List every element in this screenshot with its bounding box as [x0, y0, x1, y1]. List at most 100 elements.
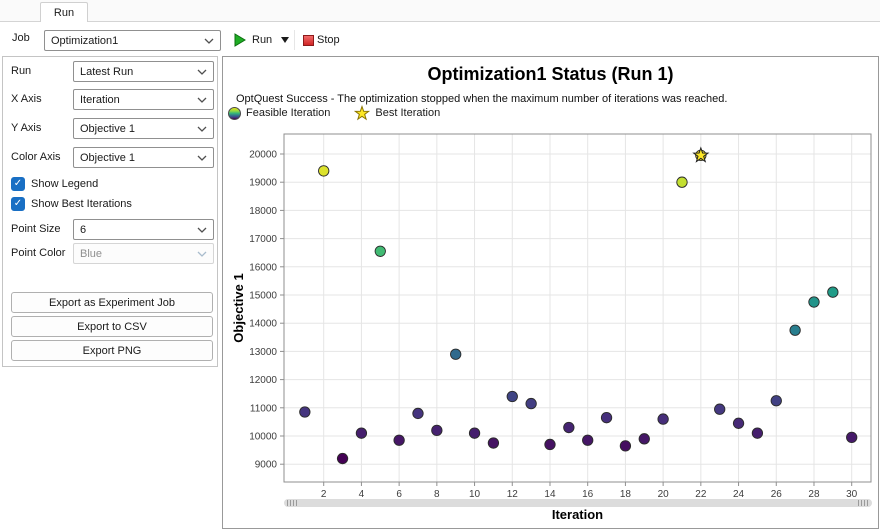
svg-text:12000: 12000: [249, 375, 277, 386]
svg-text:10: 10: [469, 489, 481, 500]
scrollbar-grip-left[interactable]: [287, 500, 298, 506]
data-point[interactable]: [770, 395, 782, 407]
data-point[interactable]: [789, 324, 801, 336]
play-icon: [234, 33, 246, 47]
stop-button[interactable]: Stop: [299, 28, 344, 52]
data-point[interactable]: [318, 165, 330, 177]
svg-text:16000: 16000: [249, 262, 277, 273]
data-point[interactable]: [336, 452, 349, 465]
data-point[interactable]: [676, 176, 688, 188]
best-iteration-star-icon: [354, 105, 371, 121]
data-point[interactable]: [487, 437, 500, 449]
point-color-label: Point Color: [11, 247, 66, 259]
legend-best-label: Best Iteration: [375, 107, 441, 119]
svg-text:20: 20: [658, 489, 670, 500]
data-point[interactable]: [808, 296, 820, 308]
chart-subtitle: OptQuest Success - The optimization stop…: [236, 93, 728, 105]
axis-ticks: 9000 10000 11000 12000 13000 14000 15000 16000 1…: [249, 150, 858, 501]
chevron-down-icon: [204, 38, 214, 44]
export-png-button[interactable]: Export PNG: [11, 340, 213, 361]
svg-text:18000: 18000: [249, 206, 277, 217]
data-point[interactable]: [582, 434, 594, 446]
data-point[interactable]: [393, 434, 405, 446]
y-axis-select-label: Y Axis: [11, 122, 42, 134]
svg-text:17000: 17000: [249, 234, 277, 245]
data-point[interactable]: [657, 413, 669, 425]
x-axis-select[interactable]: Iteration: [73, 89, 214, 110]
show-legend-checkbox-row: ✓ Show Legend: [11, 177, 98, 191]
data-point[interactable]: [732, 417, 745, 429]
y-axis-select[interactable]: Objective 1: [73, 118, 214, 139]
show-legend-checkbox[interactable]: ✓: [11, 177, 25, 191]
gridlines: [284, 134, 871, 482]
data-point[interactable]: [299, 406, 311, 418]
tab-strip: Run: [0, 0, 880, 22]
tab-run-label: Run: [53, 6, 75, 19]
point-color-select[interactable]: Blue: [73, 243, 214, 264]
data-point[interactable]: [638, 433, 650, 445]
show-best-iterations-checkbox[interactable]: ✓: [11, 197, 25, 211]
color-axis-select[interactable]: Objective 1: [73, 147, 214, 168]
stop-icon: [303, 34, 314, 46]
data-point[interactable]: [544, 438, 556, 451]
run-select[interactable]: Latest Run: [73, 61, 214, 82]
plot-area[interactable]: 9000 10000 11000 12000 13000 14000 15000 16000 1…: [223, 121, 878, 528]
points-group: [299, 149, 858, 465]
export-experiment-job-button[interactable]: Export as Experiment Job: [11, 292, 213, 313]
svg-text:14000: 14000: [249, 319, 277, 330]
legend-item-best: Best Iteration: [354, 105, 440, 121]
plot-border: [283, 133, 872, 483]
svg-text:13000: 13000: [249, 347, 277, 358]
data-point[interactable]: [600, 412, 613, 424]
x-axis-select-value: Iteration: [80, 93, 120, 106]
data-point[interactable]: [563, 421, 575, 434]
data-point[interactable]: [374, 245, 386, 257]
job-select[interactable]: Optimization1: [44, 30, 221, 51]
data-point[interactable]: [506, 390, 518, 403]
svg-text:2: 2: [321, 489, 327, 500]
color-axis-select-label: Color Axis: [11, 151, 61, 163]
data-point[interactable]: [450, 348, 462, 360]
best-iteration-star-marker[interactable]: [692, 146, 710, 163]
scrollbar-grip-right[interactable]: [858, 500, 869, 506]
tab-run[interactable]: Run: [40, 2, 88, 22]
data-point[interactable]: [412, 407, 424, 420]
horizontal-scrollbar[interactable]: [284, 499, 872, 507]
data-point[interactable]: [525, 397, 537, 410]
show-best-iterations-label: Show Best Iterations: [31, 198, 132, 210]
point-size-label: Point Size: [11, 223, 61, 235]
toolbar-divider: [294, 30, 295, 50]
svg-text:19000: 19000: [249, 178, 277, 189]
svg-text:16: 16: [582, 489, 594, 500]
settings-sidebar: Run Latest Run X Axis Iteration Y Axis O…: [2, 56, 218, 367]
data-point[interactable]: [431, 424, 443, 437]
data-point[interactable]: [619, 440, 632, 452]
show-best-iterations-checkbox-row: ✓ Show Best Iterations: [11, 197, 132, 211]
chevron-down-icon: [197, 227, 207, 233]
y-axis-select-value: Objective 1: [80, 122, 136, 135]
data-point[interactable]: [751, 427, 764, 439]
job-label: Job: [12, 32, 30, 44]
run-select-value: Latest Run: [80, 65, 134, 78]
svg-text:12: 12: [507, 489, 519, 500]
svg-text:15000: 15000: [249, 291, 277, 302]
svg-text:28: 28: [808, 489, 820, 500]
svg-text:26: 26: [771, 489, 783, 500]
chevron-down-icon: [197, 97, 207, 103]
data-point[interactable]: [714, 403, 726, 415]
data-point[interactable]: [846, 431, 858, 444]
data-point[interactable]: [468, 427, 481, 439]
tab-strip-divider: [0, 21, 880, 22]
svg-text:11000: 11000: [250, 403, 278, 414]
run-button[interactable]: Run: [230, 28, 276, 52]
run-dropdown-caret[interactable]: [277, 28, 293, 52]
export-csv-button[interactable]: Export to CSV: [11, 316, 213, 337]
data-point[interactable]: [827, 286, 839, 298]
stop-button-label: Stop: [317, 34, 340, 46]
point-size-value: 6: [80, 223, 87, 236]
point-color-value: Blue: [80, 247, 103, 260]
svg-text:18: 18: [620, 489, 632, 500]
data-point[interactable]: [355, 427, 368, 439]
point-size-select[interactable]: 6: [73, 219, 214, 240]
